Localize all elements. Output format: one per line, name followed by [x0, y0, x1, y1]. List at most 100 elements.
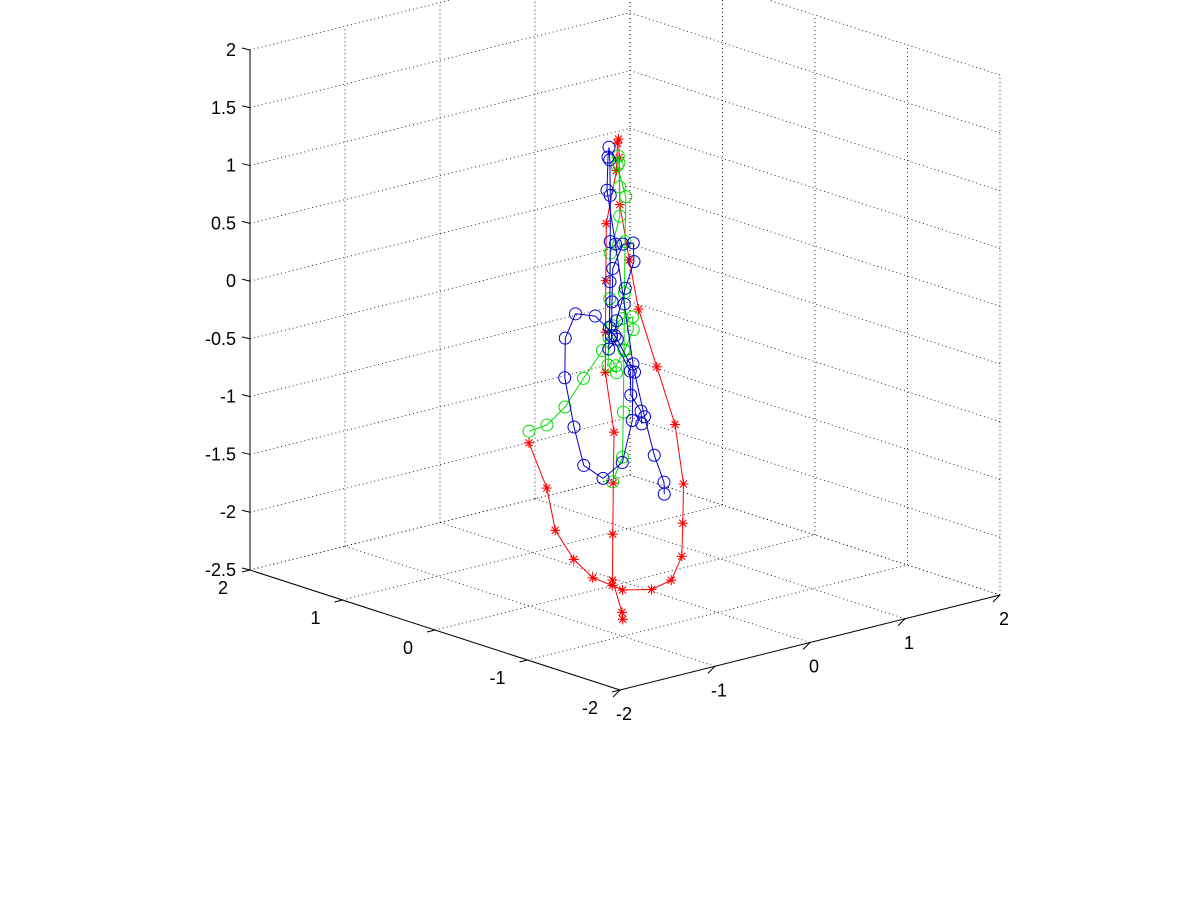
data-point: [607, 580, 618, 591]
data-point: [627, 255, 641, 269]
data-point: [616, 405, 630, 419]
y-tick-label: -1: [489, 668, 505, 688]
series-3: [558, 140, 671, 501]
backwall-grid-line: [249, 127, 631, 224]
data-point: [577, 371, 590, 385]
data-point: [596, 344, 609, 357]
x-tick-label: 2: [999, 609, 1009, 629]
z-tick: [241, 47, 251, 51]
sidewall-grid-line: [629, 301, 1001, 423]
data-point: [607, 529, 618, 540]
data-point: [666, 575, 677, 586]
data-point: [638, 410, 651, 424]
data-point: [612, 156, 626, 170]
data-point: [647, 448, 661, 462]
z-tick: [241, 278, 251, 282]
data-point: [626, 357, 640, 371]
data-point: [617, 297, 631, 311]
y-tick: [519, 659, 528, 663]
sidewall-grid-line: [629, 474, 1001, 596]
x-tick-label: 0: [809, 657, 819, 677]
data-point: [617, 614, 628, 625]
data-point: [616, 450, 629, 464]
z-tick-label: 1.5: [211, 98, 236, 118]
data-point: [670, 419, 680, 430]
data-point: [626, 323, 640, 337]
data-point: [603, 275, 617, 289]
data-point: [558, 331, 572, 345]
data-point: [609, 237, 622, 251]
z-tick: [241, 220, 251, 224]
y-tick: [241, 569, 251, 573]
data-point: [524, 437, 534, 448]
z-tick: [241, 509, 251, 513]
data-point: [606, 261, 620, 275]
floor-grid-line: [534, 498, 906, 620]
data-point: [608, 478, 619, 489]
z-tick-label: 0.5: [211, 213, 236, 233]
data-point: [609, 359, 623, 373]
data-point: [611, 165, 622, 176]
data-point: [616, 311, 629, 325]
x-tick-label: -2: [616, 704, 632, 724]
z-tick-label: -2.5: [205, 560, 236, 580]
sidewall-grid-line: [629, 70, 1001, 191]
data-point: [558, 400, 572, 414]
data-point: [540, 418, 554, 432]
z-tick: [241, 105, 251, 109]
data-point: [635, 417, 649, 431]
z-tick: [241, 394, 251, 398]
data-point: [569, 307, 582, 321]
z-tick: [241, 451, 251, 455]
z-tick-label: 0: [226, 271, 236, 291]
data-point: [678, 479, 689, 489]
data-point: [616, 237, 630, 251]
z-tick-label: -0.5: [205, 329, 236, 349]
series-line: [564, 147, 665, 495]
series-layer: [522, 134, 689, 625]
data-point: [541, 483, 552, 494]
sidewall-grid-line: [629, 12, 1001, 134]
data-point: [606, 475, 619, 489]
axes-layer: [241, 47, 1001, 698]
data-point: [613, 134, 624, 145]
data-point: [550, 525, 561, 536]
z-tick-label: 2: [226, 40, 236, 60]
x-tick-label: -1: [711, 680, 727, 700]
data-point: [601, 218, 612, 229]
y-tick-label: 1: [310, 608, 320, 628]
y-tick-label: 0: [403, 638, 413, 658]
y-tick: [611, 689, 621, 693]
data-point: [624, 388, 638, 402]
data-point: [615, 456, 629, 470]
y-tick-label: 2: [218, 578, 228, 598]
data-point: [624, 255, 635, 266]
data-point: [610, 332, 624, 346]
data-point: [617, 585, 628, 596]
data-point: [613, 209, 627, 223]
data-point: [618, 281, 632, 295]
series-1: [524, 134, 689, 625]
sidewall-grid-line: [629, 416, 1001, 538]
data-point: [614, 152, 625, 163]
data-point: [628, 365, 641, 379]
data-point: [600, 367, 611, 378]
x-tick-label: 1: [904, 633, 914, 653]
sidewall-grid-line: [629, 359, 1001, 480]
data-point: [587, 572, 598, 583]
data-point: [611, 149, 625, 163]
y-tick: [426, 629, 436, 633]
z-tick-label: -1: [220, 387, 236, 407]
data-point: [619, 190, 633, 204]
data-point: [596, 471, 610, 485]
sidewall-grid-line: [629, 243, 1001, 365]
data-point: [613, 180, 626, 194]
data-point: [602, 140, 616, 154]
data-point: [600, 183, 614, 197]
data-point: [618, 286, 631, 300]
data-point: [601, 150, 615, 164]
sidewall-grid-line: [629, 127, 1001, 249]
data-point: [625, 414, 639, 427]
floor-grid-line: [527, 564, 908, 661]
